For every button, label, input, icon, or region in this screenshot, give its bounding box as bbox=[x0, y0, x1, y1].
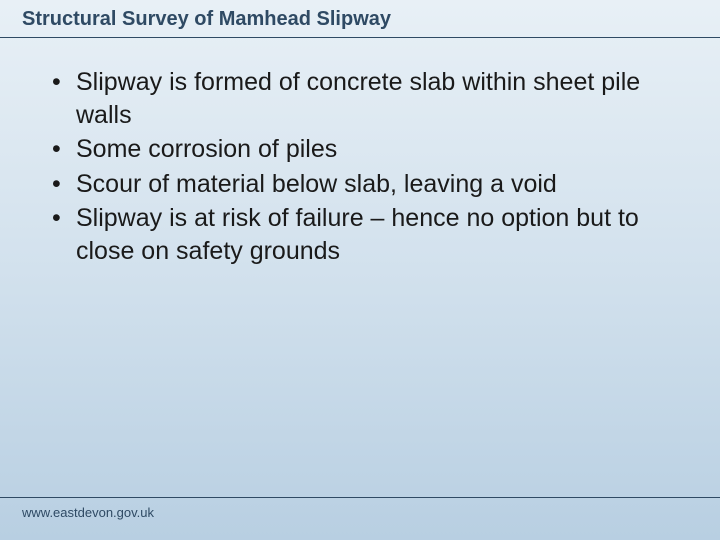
slide-body: Slipway is formed of concrete slab withi… bbox=[0, 38, 720, 497]
list-item: Slipway is formed of concrete slab withi… bbox=[48, 66, 672, 131]
slide-title: Structural Survey of Mamhead Slipway bbox=[22, 8, 698, 31]
list-item: Scour of material below slab, leaving a … bbox=[48, 168, 672, 201]
slide-footer: www.eastdevon.gov.uk bbox=[0, 497, 720, 540]
list-item: Slipway is at risk of failure – hence no… bbox=[48, 202, 672, 267]
bullet-list: Slipway is formed of concrete slab withi… bbox=[48, 66, 672, 267]
footer-url: www.eastdevon.gov.uk bbox=[22, 505, 154, 520]
list-item: Some corrosion of piles bbox=[48, 133, 672, 166]
slide-header: Structural Survey of Mamhead Slipway bbox=[0, 0, 720, 38]
